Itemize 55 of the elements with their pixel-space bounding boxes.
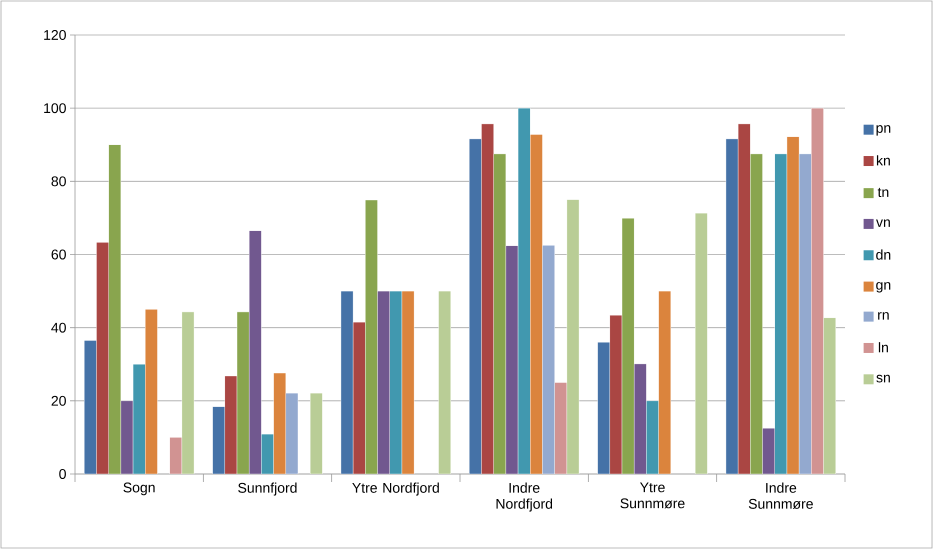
bar <box>438 290 451 474</box>
bar <box>132 364 146 474</box>
bar <box>658 290 672 474</box>
legend-label: sn <box>876 374 890 382</box>
bar <box>390 290 402 474</box>
bar <box>738 124 751 474</box>
bar <box>273 372 286 474</box>
legend-label: ln <box>878 342 888 352</box>
bar <box>530 134 543 474</box>
bar <box>610 315 622 474</box>
legend-label: kn <box>876 155 890 166</box>
legend-label: vn <box>876 219 890 227</box>
legend-label: gn <box>876 282 890 293</box>
bar <box>120 400 134 474</box>
x-tick-label: Ytre Sunnmøre <box>620 482 685 508</box>
bar <box>261 434 274 474</box>
bar <box>377 290 390 474</box>
bar <box>352 322 366 474</box>
bar <box>249 230 262 474</box>
bar <box>786 136 800 474</box>
bar <box>695 212 708 474</box>
bar <box>774 154 788 474</box>
bar <box>145 309 158 474</box>
bar <box>646 400 659 474</box>
bar <box>518 108 530 474</box>
legend-label: dn <box>876 249 890 260</box>
bar <box>823 318 836 474</box>
bar <box>506 246 518 474</box>
bar <box>402 290 414 474</box>
x-tick-label: Indre Sunnmøre <box>748 482 813 509</box>
bar <box>481 124 494 474</box>
legend-label: pn <box>876 125 890 136</box>
y-tick-label: 100 <box>44 103 66 114</box>
bar <box>566 199 580 474</box>
y-tick-label: 0 <box>59 469 66 479</box>
legend-label: rn <box>878 312 889 320</box>
legend-label: tn <box>878 188 888 198</box>
bar <box>634 364 647 474</box>
bar <box>554 382 568 474</box>
bar <box>811 108 824 474</box>
x-tick-label: Indre Nordfjord <box>496 482 552 512</box>
y-tick-label: 80 <box>52 176 66 186</box>
bar <box>224 376 238 474</box>
bar <box>310 392 323 474</box>
bar <box>182 312 194 474</box>
y-tick-label: 40 <box>51 322 66 333</box>
bar <box>762 428 775 474</box>
bar <box>169 437 182 474</box>
bar <box>96 242 109 474</box>
y-tick-label: 120 <box>44 30 66 40</box>
y-tick-label: 60 <box>52 250 66 260</box>
x-tick-label: Sunnfjord <box>238 482 297 496</box>
y-tick-label: 20 <box>52 396 66 406</box>
x-tick-label: Ytre Nordfjord <box>352 482 439 496</box>
x-tick-label: Sogn <box>123 482 155 496</box>
